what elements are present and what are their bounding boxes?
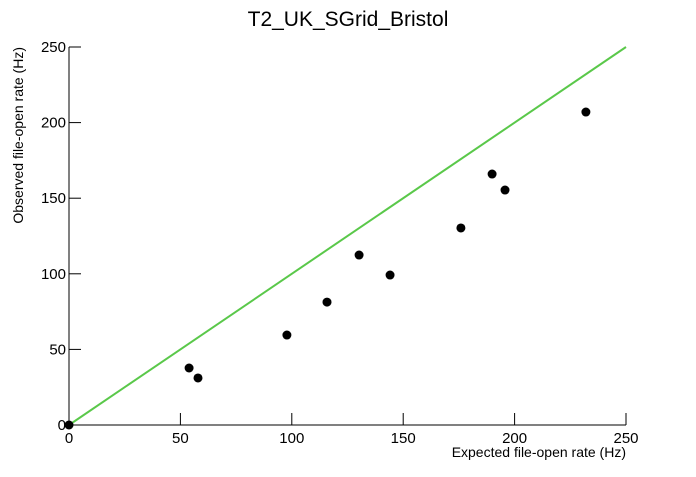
data-point bbox=[282, 330, 292, 340]
data-point bbox=[184, 363, 194, 373]
reference-line bbox=[68, 46, 627, 426]
data-point bbox=[385, 270, 395, 280]
data-point bbox=[64, 420, 74, 430]
x-tick-label: 200 bbox=[502, 430, 527, 447]
y-tick-label: 150 bbox=[41, 190, 66, 207]
x-tick-label: 150 bbox=[391, 430, 416, 447]
data-point bbox=[193, 373, 203, 383]
y-tick-label: 250 bbox=[41, 39, 66, 56]
data-point bbox=[500, 185, 510, 195]
y-tick-label: 200 bbox=[41, 115, 66, 132]
data-point bbox=[581, 107, 591, 117]
x-axis-title: Expected file-open rate (Hz) bbox=[452, 444, 626, 460]
data-point bbox=[487, 169, 497, 179]
y-tick-label: 0 bbox=[58, 417, 66, 434]
y-axis-title: Observed file-open rate (Hz) bbox=[10, 47, 26, 224]
y-tick-label: 100 bbox=[41, 266, 66, 283]
x-tick-label: 50 bbox=[172, 430, 189, 447]
x-tick-label: 250 bbox=[613, 430, 638, 447]
x-tick-label: 0 bbox=[65, 430, 73, 447]
y-tick-label: 50 bbox=[49, 341, 66, 358]
data-point bbox=[322, 297, 332, 307]
data-point bbox=[456, 223, 466, 233]
chart-title: T2_UK_SGrid_Bristol bbox=[248, 8, 449, 31]
data-point bbox=[354, 250, 364, 260]
x-tick-label: 100 bbox=[279, 430, 304, 447]
